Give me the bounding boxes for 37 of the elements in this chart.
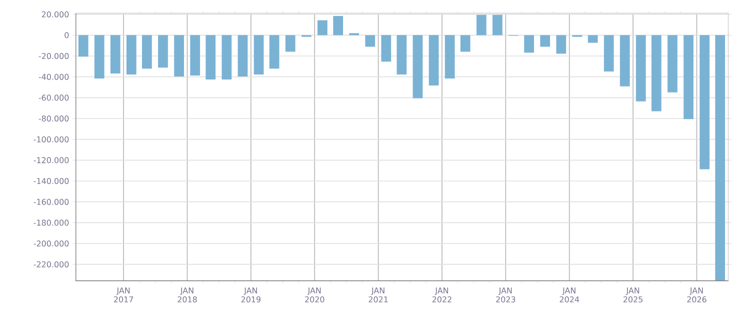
bar	[556, 35, 566, 54]
bar	[651, 35, 662, 112]
bar	[174, 35, 184, 77]
bar	[636, 35, 646, 102]
bar	[333, 16, 344, 36]
bar	[460, 35, 470, 52]
bar	[94, 35, 104, 79]
bar	[668, 35, 678, 92]
bar	[222, 35, 232, 80]
bar	[381, 35, 392, 62]
bar	[715, 35, 726, 281]
bar	[285, 35, 296, 52]
bar	[444, 35, 455, 79]
bar	[126, 35, 136, 75]
bar	[269, 35, 280, 69]
bar	[110, 35, 120, 74]
bar	[396, 35, 407, 75]
bar	[588, 35, 598, 43]
bar	[365, 35, 376, 47]
bar	[238, 35, 248, 77]
bar	[540, 35, 550, 47]
bar	[158, 35, 168, 68]
bar	[206, 35, 216, 80]
bar	[318, 20, 328, 36]
bar	[428, 35, 439, 86]
bar	[78, 35, 88, 57]
bar	[492, 14, 502, 36]
bar	[476, 14, 486, 36]
bar	[700, 35, 710, 170]
bar	[620, 35, 630, 86]
bar	[524, 35, 534, 53]
bar	[142, 35, 152, 69]
bar	[190, 35, 200, 76]
bar	[604, 35, 614, 72]
bar	[412, 35, 423, 98]
bar	[684, 35, 694, 120]
bar	[254, 35, 264, 75]
